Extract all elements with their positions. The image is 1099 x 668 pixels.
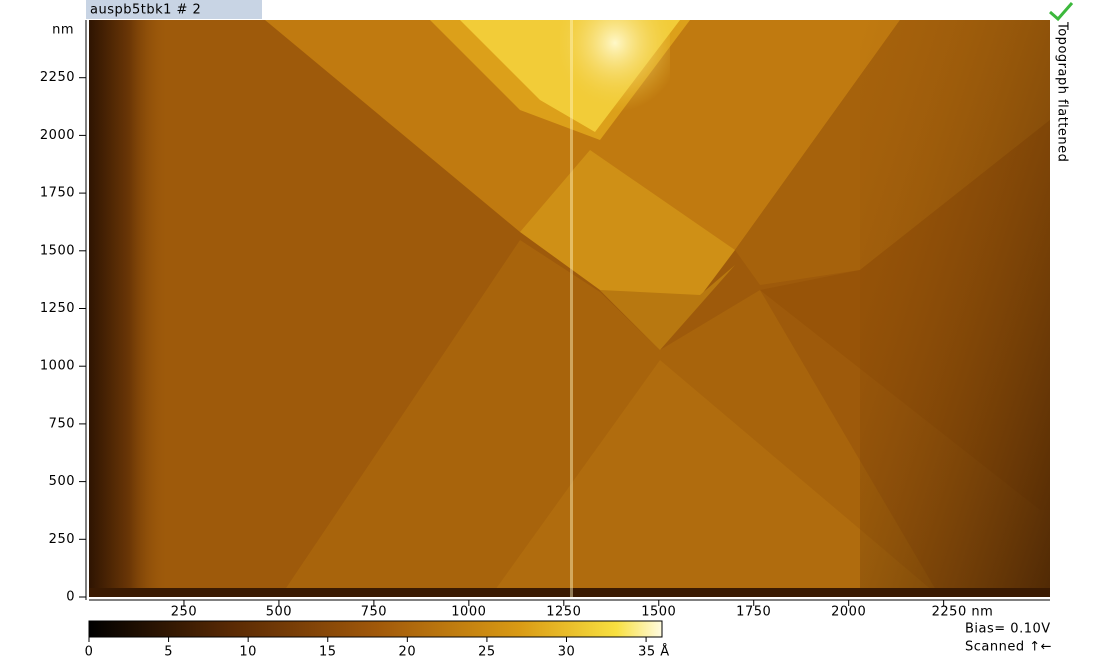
y-tick-label: 250 (49, 532, 75, 547)
y-tick-label: 1500 (40, 243, 75, 258)
check-icon[interactable] (1050, 3, 1072, 19)
x-tick-label: 1000 (451, 605, 486, 620)
x-tick-label: 1250 (546, 605, 581, 620)
y-unit: nm (52, 23, 74, 38)
x-tick-label: 750 (361, 605, 387, 620)
colorbar-tick-label: 15 (319, 645, 337, 660)
colorbar-tick-label: 30 (558, 645, 576, 660)
y-tick-label: 500 (49, 474, 75, 489)
x-tick-label: 250 (171, 605, 197, 620)
colorbar-tick-label: 25 (478, 645, 496, 660)
colorbar-tick-label: 5 (164, 645, 173, 660)
colorbar-tick-label: 35 Å (638, 644, 670, 660)
x-tick-label: 500 (266, 605, 292, 620)
colorbar-tick-label: 10 (239, 645, 257, 660)
bias-label: Bias= 0.10V (965, 622, 1051, 637)
window-title: auspb5tbk1 # 2 (90, 3, 201, 18)
x-tick-label: 2250 nm (932, 605, 994, 620)
x-tick-label: 2000 (831, 605, 866, 620)
scan-label: Scanned ↑← (965, 640, 1052, 655)
colorbar-tick-label: 0 (85, 645, 94, 660)
stm-window: auspb5tbk1 # 2 Topograph flattened nm 0 25… (0, 0, 1099, 664)
y-tick-label: 1750 (40, 186, 75, 201)
x-tick-label: 1500 (641, 605, 676, 620)
y-tick-label: 2000 (40, 128, 75, 143)
y-tick-label: 1000 (40, 359, 75, 374)
colorbar-tick-label: 20 (399, 645, 417, 660)
y-tick-label: 1250 (40, 301, 75, 316)
topography-image (89, 20, 1050, 597)
y-tick-label: 0 (66, 590, 75, 605)
y-tick-label: 750 (49, 416, 75, 431)
colorbar (89, 621, 662, 637)
x-tick-label: 1750 (736, 605, 771, 620)
side-label: Topograph flattened (1055, 21, 1070, 162)
y-tick-label: 2250 (40, 70, 75, 85)
